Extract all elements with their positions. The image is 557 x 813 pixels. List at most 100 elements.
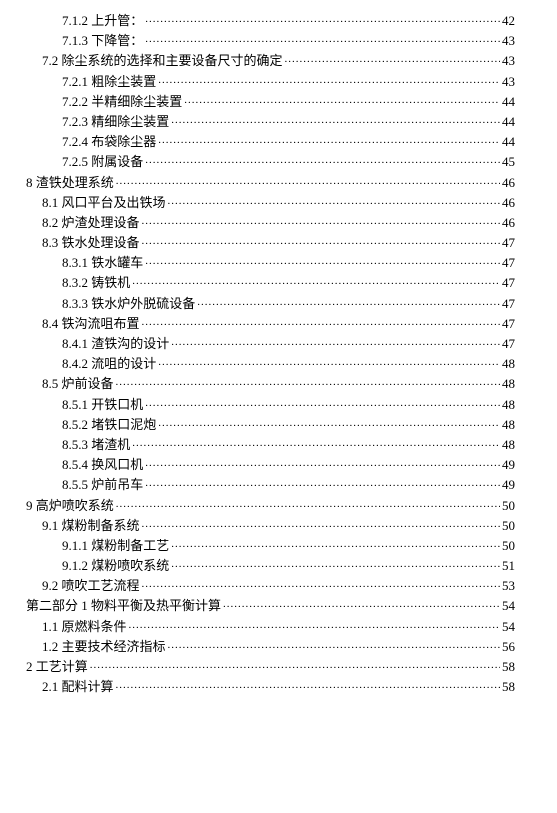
toc-label: 8 渣铁处理系统 — [26, 176, 114, 189]
toc-label: 8.4 铁沟流咀布置 — [42, 317, 140, 330]
toc-label: 7.1.2 上升管： — [62, 14, 143, 27]
toc-label: 7.2.3 精细除尘装置 — [62, 115, 169, 128]
toc-entry: 9.1.2 煤粉喷吹系统 51 — [26, 559, 515, 572]
toc-entry: 8.5.4 换风口机49 — [26, 458, 515, 471]
toc-label: 7.1.3 下降管： — [62, 34, 143, 47]
toc-dots — [116, 680, 500, 691]
toc-page: 50 — [502, 539, 515, 552]
toc-page: 48 — [502, 377, 515, 390]
toc-dots — [142, 236, 500, 247]
toc-page: 43 — [502, 34, 515, 47]
toc-entry: 8.5.3 堵渣机 48 — [26, 438, 515, 451]
toc-entry: 7.2.5 附属设备 45 — [26, 155, 515, 168]
toc-page: 46 — [502, 216, 515, 229]
toc-label: 8.3.3 铁水炉外脱硫设备 — [62, 297, 195, 310]
toc-page: 56 — [502, 640, 515, 653]
toc-entry: 8.4.2 流咀的设计48 — [26, 357, 515, 370]
toc-page: 49 — [502, 478, 515, 491]
toc-entry: 9.1.1 煤粉制备工艺 50 — [26, 539, 515, 552]
toc-page: 43 — [502, 54, 515, 67]
toc-entry: 8.5.5 炉前吊车 49 — [26, 478, 515, 491]
toc-label: 9.1.2 煤粉喷吹系统 — [62, 559, 169, 572]
toc-dots — [184, 95, 500, 106]
toc-label: 9.2 喷吹工艺流程 — [42, 579, 140, 592]
toc-dots — [116, 499, 500, 510]
toc-dots — [158, 135, 500, 146]
toc-page: 46 — [502, 176, 515, 189]
toc-label: 8.4.1 渣铁沟的设计 — [62, 337, 169, 350]
toc-page: 48 — [502, 398, 515, 411]
toc-dots — [145, 458, 500, 469]
toc-page: 50 — [502, 519, 515, 532]
toc-page: 44 — [502, 135, 515, 148]
toc-entry: 7.1.3 下降管： 43 — [26, 34, 515, 47]
toc-label: 1.2 主要技术经济指标 — [42, 640, 166, 653]
toc-dots — [285, 54, 500, 65]
toc-entry: 8.2 炉渣处理设备46 — [26, 216, 515, 229]
toc-dots — [171, 337, 500, 348]
toc-dots — [171, 559, 500, 570]
toc-page: 47 — [502, 297, 515, 310]
toc-dots — [145, 398, 500, 409]
toc-dots — [197, 297, 500, 308]
toc-entry: 9 高炉喷吹系统50 — [26, 499, 515, 512]
toc-page: 45 — [502, 155, 515, 168]
toc-dots — [145, 256, 500, 267]
toc-entry: 8.5.2 堵铁口泥炮48 — [26, 418, 515, 431]
toc-label: 7.2 除尘系统的选择和主要设备尺寸的确定 — [42, 54, 283, 67]
toc-label: 8.5.5 炉前吊车 — [62, 478, 143, 491]
toc-page: 54 — [502, 620, 515, 633]
toc-page: 44 — [502, 115, 515, 128]
toc-entry: 1.1 原燃料条件 54 — [26, 620, 515, 633]
toc-dots — [116, 176, 500, 187]
toc-label: 8.5.1 开铁口机 — [62, 398, 143, 411]
toc-dots — [158, 75, 500, 86]
toc-entry: 7.2.3 精细除尘装置 44 — [26, 115, 515, 128]
toc-page: 47 — [502, 256, 515, 269]
toc-dots — [145, 14, 500, 25]
toc-dots — [90, 660, 500, 671]
toc-entry: 8.1 风口平台及出铁场46 — [26, 196, 515, 209]
toc-page: 49 — [502, 458, 515, 471]
toc-page: 48 — [502, 438, 515, 451]
toc-entry: 8.4.1 渣铁沟的设计47 — [26, 337, 515, 350]
toc-entry: 7.2.2 半精细除尘装置44 — [26, 95, 515, 108]
toc-entry: 8.4 铁沟流咀布置47 — [26, 317, 515, 330]
toc-entry: 8 渣铁处理系统 46 — [26, 176, 515, 189]
toc-dots — [158, 357, 500, 368]
toc-entry: 8.5 炉前设备48 — [26, 377, 515, 390]
toc-dots — [142, 216, 500, 227]
toc-label: 8.1 风口平台及出铁场 — [42, 196, 166, 209]
toc-page: 50 — [502, 499, 515, 512]
toc-label: 7.2.5 附属设备 — [62, 155, 143, 168]
toc-entry: 7.2 除尘系统的选择和主要设备尺寸的确定 43 — [26, 54, 515, 67]
toc-dots — [158, 418, 500, 429]
toc-entry: 7.2.4 布袋除尘器 44 — [26, 135, 515, 148]
toc-label: 7.2.4 布袋除尘器 — [62, 135, 156, 148]
toc-page: 51 — [502, 559, 515, 572]
toc-dots — [168, 196, 500, 207]
toc-dots — [145, 155, 500, 166]
toc-entry: 2 工艺计算58 — [26, 660, 515, 673]
toc-entry: 9.1 煤粉制备系统50 — [26, 519, 515, 532]
toc-page: 48 — [502, 357, 515, 370]
toc-label: 2.1 配料计算 — [42, 680, 114, 693]
toc-page: 58 — [502, 680, 515, 693]
toc-dots — [129, 620, 500, 631]
toc-dots — [223, 599, 500, 610]
toc-label: 8.5.2 堵铁口泥炮 — [62, 418, 156, 431]
toc-label: 8.5.3 堵渣机 — [62, 438, 130, 451]
toc-label: 7.2.1 粗除尘装置 — [62, 75, 156, 88]
toc-entry: 8.5.1 开铁口机 48 — [26, 398, 515, 411]
toc-entry: 7.2.1 粗除尘装置 43 — [26, 75, 515, 88]
toc-label: 8.3.2 铸铁机 — [62, 276, 130, 289]
table-of-contents: 7.1.2 上升管：427.1.3 下降管：437.2 除尘系统的选择和主要设备… — [26, 14, 515, 693]
toc-dots — [145, 34, 500, 45]
toc-page: 53 — [502, 579, 515, 592]
toc-page: 43 — [502, 75, 515, 88]
toc-label: 1.1 原燃料条件 — [42, 620, 127, 633]
toc-dots — [171, 539, 500, 550]
toc-label: 9.1.1 煤粉制备工艺 — [62, 539, 169, 552]
toc-label: 8.3.1 铁水罐车 — [62, 256, 143, 269]
toc-label: 8.3 铁水处理设备 — [42, 236, 140, 249]
